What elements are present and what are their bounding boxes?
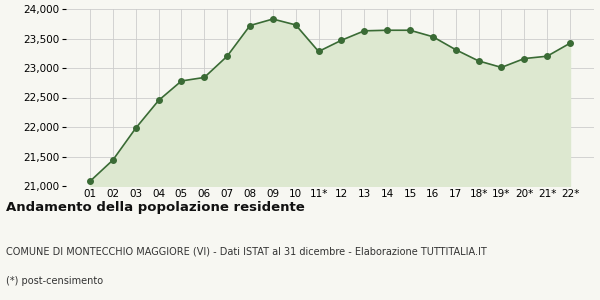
Point <box>291 22 301 27</box>
Point <box>382 28 392 33</box>
Point <box>451 47 461 52</box>
Point <box>85 179 95 184</box>
Point <box>314 49 323 54</box>
Point <box>337 38 346 43</box>
Text: COMUNE DI MONTECCHIO MAGGIORE (VI) - Dati ISTAT al 31 dicembre - Elaborazione TU: COMUNE DI MONTECCHIO MAGGIORE (VI) - Dat… <box>6 246 487 256</box>
Point <box>520 56 529 61</box>
Point <box>405 28 415 33</box>
Point <box>131 126 140 130</box>
Point <box>542 54 552 58</box>
Point <box>245 23 255 28</box>
Point <box>176 79 186 83</box>
Point <box>268 16 278 21</box>
Point <box>223 54 232 58</box>
Point <box>428 34 437 39</box>
Point <box>154 98 163 103</box>
Text: (*) post-censimento: (*) post-censimento <box>6 276 103 286</box>
Point <box>497 65 506 70</box>
Point <box>474 58 484 63</box>
Point <box>108 158 118 162</box>
Point <box>359 28 369 33</box>
Point <box>565 41 575 46</box>
Point <box>199 75 209 80</box>
Text: Andamento della popolazione residente: Andamento della popolazione residente <box>6 201 305 214</box>
